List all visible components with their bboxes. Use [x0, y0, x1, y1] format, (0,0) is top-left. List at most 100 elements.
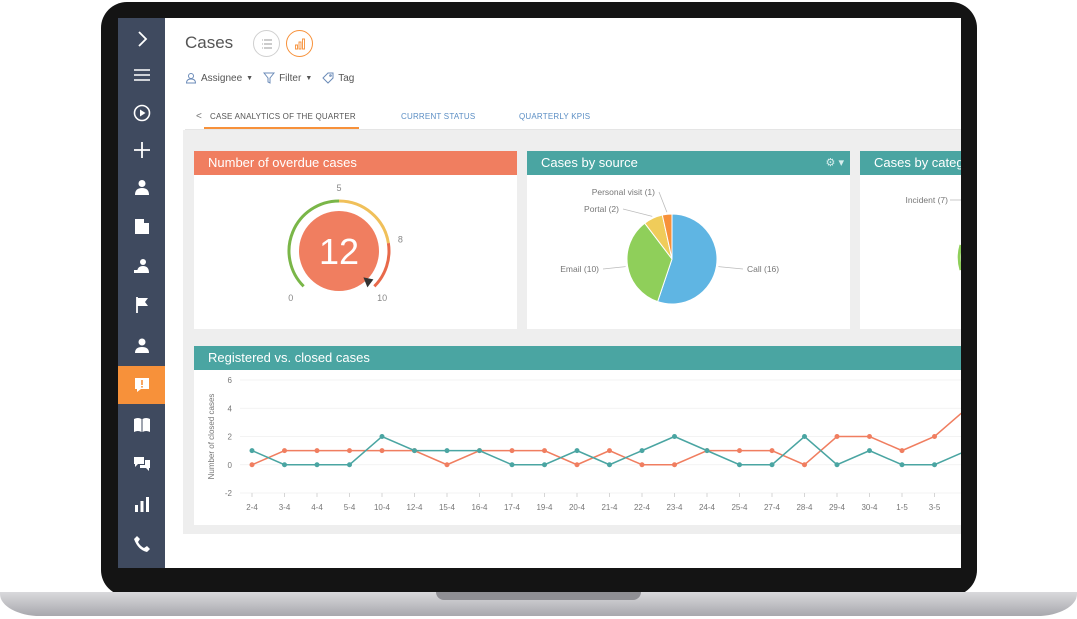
panel-title: Cases by categ — [860, 151, 961, 175]
analytics-view-button[interactable] — [286, 30, 313, 57]
data-point — [607, 448, 612, 454]
assignee-label: Assignee — [201, 72, 243, 84]
data-point — [509, 448, 515, 454]
x-tick-label: 21-4 — [601, 503, 618, 512]
data-point — [347, 448, 352, 454]
pie-leader-line — [602, 266, 626, 270]
gear-icon[interactable]: ⚙ ▾ — [825, 157, 844, 169]
data-point — [379, 448, 385, 454]
pie-leader-line — [718, 266, 744, 270]
data-point — [282, 448, 287, 454]
sidebar-item-analytics[interactable] — [118, 485, 165, 523]
bar-chart-icon — [134, 497, 149, 512]
x-tick-label: 20-4 — [569, 503, 586, 512]
list-view-button[interactable] — [253, 30, 280, 57]
pie-leader-line — [658, 191, 668, 213]
sidebar-item-processes[interactable] — [118, 94, 165, 132]
sidebar-item-cases[interactable] — [118, 366, 165, 404]
flag-icon — [135, 297, 148, 313]
x-tick-label: 3-4 — [279, 503, 291, 512]
sidebar-item-chat[interactable] — [118, 445, 165, 483]
x-tick-label: 28-4 — [796, 503, 813, 512]
gauge-chart: 12 0 5 8 10 — [287, 183, 403, 303]
tab-current-status[interactable]: CURRENT STATUS — [401, 112, 476, 121]
laptop-notch — [436, 592, 641, 600]
sidebar-item-leads[interactable] — [118, 247, 165, 285]
data-point — [737, 448, 742, 454]
sidebar-item-activities[interactable] — [118, 286, 165, 324]
pie-label: Portal (2) — [584, 204, 619, 214]
pie-slice — [661, 213, 673, 260]
data-point — [607, 462, 612, 468]
tag-button[interactable]: Tag — [322, 72, 354, 84]
sidebar-item-calls[interactable] — [118, 525, 165, 563]
filter-bar: Assignee ▼ Filter ▼ Tag — [185, 72, 354, 84]
filter-dropdown[interactable]: Filter ▼ — [263, 72, 312, 84]
gauge-pointer — [363, 277, 374, 288]
page-title: Cases — [185, 33, 234, 52]
chevron-right-icon — [137, 31, 147, 47]
data-point — [932, 434, 937, 439]
sidebar-toggle-button[interactable] — [118, 20, 165, 58]
tag-icon — [322, 72, 334, 84]
data-point — [379, 434, 385, 439]
dashboard-tabs: < CASE ANALYTICS OF THE QUARTER CURRENT … — [185, 109, 961, 130]
data-point — [899, 448, 905, 454]
lead-icon — [133, 259, 149, 273]
x-tick-label: 4-4 — [311, 503, 323, 512]
x-tick-label: 23-4 — [666, 503, 683, 512]
data-point — [932, 462, 937, 468]
dashboard-area: Number of overdue cases 12 0 5 8 10 Cases by… — [183, 130, 961, 534]
sidebar — [118, 18, 165, 568]
gauge-scale-label: 10 — [377, 293, 387, 303]
sidebar-item-knowledge-base[interactable] — [118, 406, 165, 444]
data-point — [574, 448, 580, 454]
caret-down-icon: ▼ — [246, 74, 254, 82]
x-tick-label: 30-4 — [861, 503, 878, 512]
sidebar-item-agents[interactable] — [118, 326, 165, 364]
y-tick-label: -2 — [225, 489, 233, 498]
sidebar-item-accounts[interactable] — [118, 207, 165, 245]
data-point — [509, 462, 515, 468]
sidebar-menu-button[interactable] — [118, 56, 165, 94]
gauge-segment — [287, 199, 340, 288]
data-point — [477, 448, 482, 454]
data-point — [867, 448, 872, 454]
x-tick-label: 27-4 — [764, 503, 781, 512]
sidebar-item-add[interactable] — [118, 131, 165, 169]
pie-slice — [626, 222, 673, 303]
x-tick-label: 19-4 — [536, 503, 553, 512]
data-point — [672, 462, 677, 468]
x-tick-label: 1-5 — [896, 503, 908, 512]
case-alert-icon — [134, 378, 149, 392]
chevron-left-icon[interactable]: < — [196, 111, 202, 122]
overdue-cases-panel: Number of overdue cases 12 0 5 8 10 — [194, 151, 517, 329]
play-icon — [133, 104, 150, 122]
data-point — [314, 462, 320, 468]
panel-title-text: Cases by source — [541, 155, 638, 170]
assignee-filter[interactable]: Assignee ▼ — [185, 72, 253, 84]
pie-slice — [957, 244, 961, 271]
data-point — [867, 434, 872, 439]
tab-quarterly-kpis[interactable]: QUARTERLY KPIS — [519, 112, 591, 121]
data-point — [444, 448, 450, 454]
caret-down-icon: ▼ — [305, 74, 313, 82]
x-tick-label: 29-4 — [829, 503, 846, 512]
building-icon — [134, 219, 149, 234]
filter-label: Filter — [279, 72, 302, 84]
app-screen: Cases Assignee ▼ Filter ▼ Tag < — [118, 18, 961, 568]
data-point — [314, 448, 320, 454]
gauge-segment — [373, 242, 391, 288]
data-point — [282, 462, 287, 468]
data-point — [574, 462, 580, 468]
sidebar-item-contacts[interactable] — [118, 168, 165, 206]
pie-label: Email (10) — [560, 264, 599, 274]
x-tick-label: 5-4 — [344, 503, 356, 512]
pie-label: Incident (7) — [905, 195, 948, 205]
tag-label: Tag — [338, 72, 355, 84]
agent-icon — [134, 338, 149, 353]
y-tick-label: 0 — [228, 461, 233, 470]
registered-vs-closed-panel: Registered vs. closed cases Number of cl… — [194, 346, 961, 525]
x-tick-label: 3-5 — [929, 503, 941, 512]
tab-case-analytics[interactable]: CASE ANALYTICS OF THE QUARTER — [204, 112, 359, 129]
